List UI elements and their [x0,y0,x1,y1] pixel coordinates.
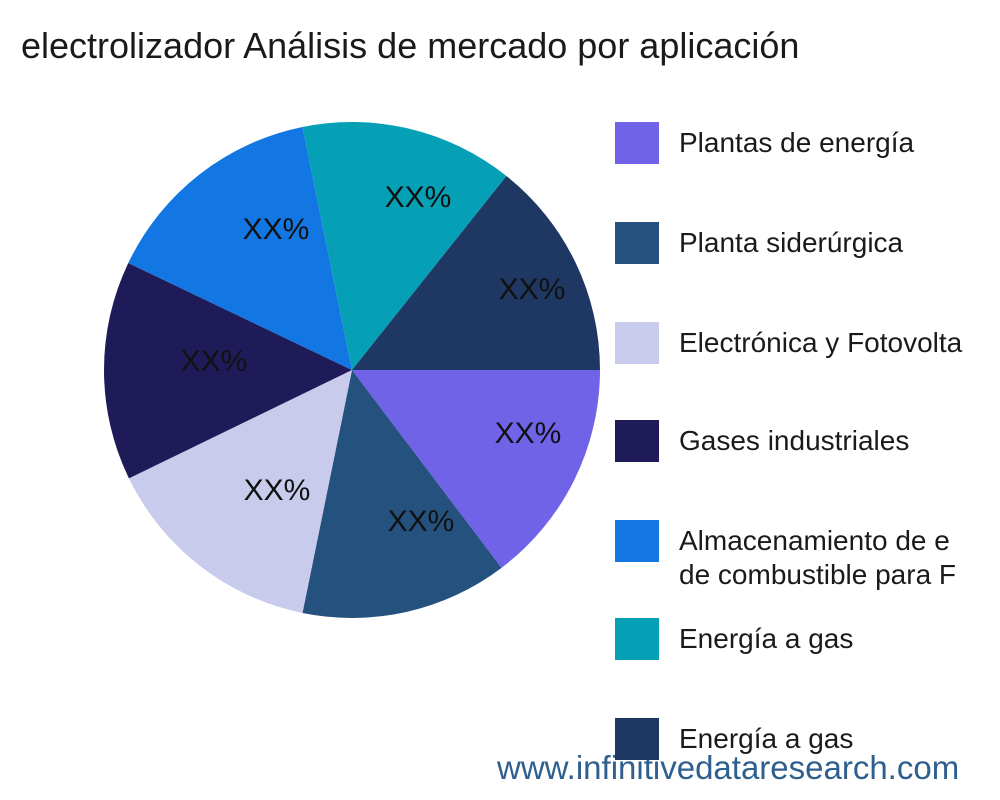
pie-slice-label-2: XX% [388,505,455,538]
watermark: www.infinitivedataresearch.com [497,749,960,786]
pie-slice-label-5: XX% [243,213,310,246]
pie-slice-label-6: XX% [385,181,452,214]
pie-slice-label-7: XX% [499,273,566,306]
pie-slice-label-1: XX% [495,417,562,450]
chart-title: electrolizador Análisis de mercado por a… [21,25,800,66]
pie-slice-6 [302,122,507,371]
pie-slice-3 [128,370,352,613]
pie-slice-4 [104,263,352,479]
pie-slice-7 [352,175,600,370]
pie-slice-5 [128,127,352,370]
pie-slice-label-4: XX% [181,345,248,378]
pie-slice-2 [302,370,502,618]
pie-slice-1 [352,370,600,568]
pie-slice-label-3: XX% [244,474,311,507]
